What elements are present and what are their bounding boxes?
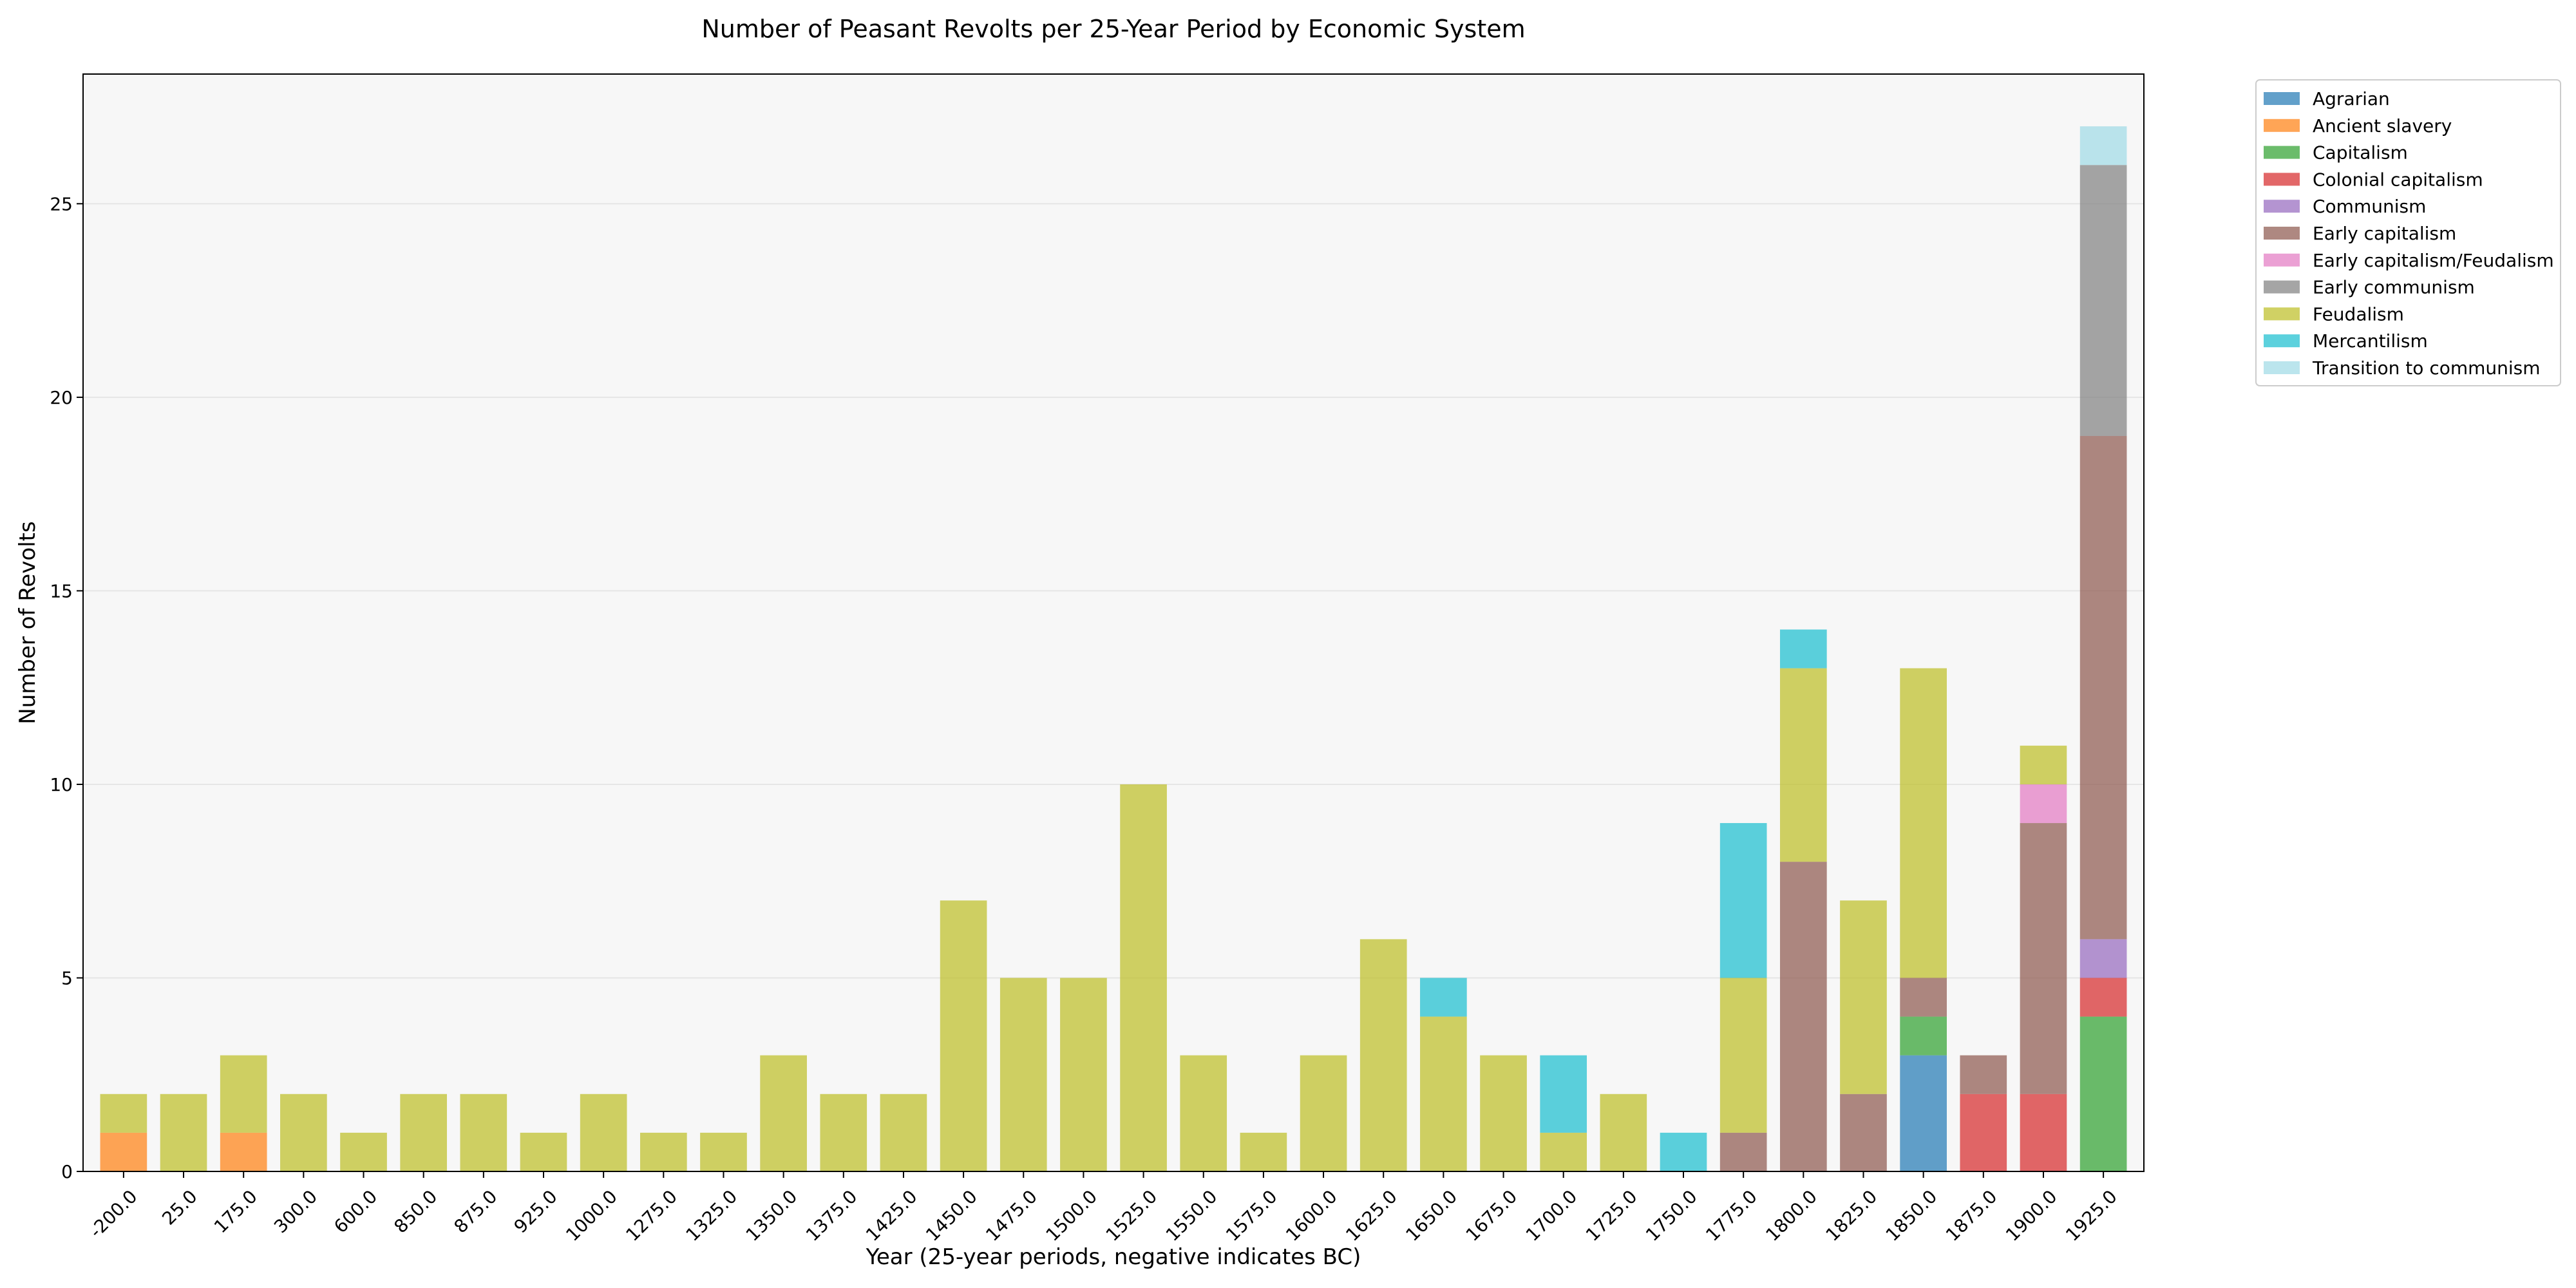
legend-swatch <box>2264 227 2300 240</box>
bar-segment <box>1779 629 1827 668</box>
legend-swatch <box>2264 200 2300 213</box>
legend-label: Early communism <box>2313 277 2475 298</box>
bar-segment <box>1719 978 1767 1133</box>
bar-segment <box>2079 939 2127 978</box>
bar-segment <box>1900 1016 1947 1056</box>
bar-segment <box>460 1094 507 1171</box>
legend: Agrarian Ancient slavery Capitalism Colonia… <box>2255 79 2561 386</box>
bar-segment <box>1900 1055 1947 1171</box>
bar-segment <box>1540 1132 1587 1171</box>
legend-label: Colonial capitalism <box>2313 169 2483 190</box>
bar-segment <box>220 1132 267 1171</box>
legend-label: Ancient slavery <box>2313 115 2452 137</box>
plot-frame <box>82 73 2145 1172</box>
legend-swatch <box>2264 307 2300 321</box>
bar-segment <box>1120 784 1167 1171</box>
y-tick-label: 25 <box>50 193 73 214</box>
bar-segment <box>1840 900 1887 1094</box>
bar-segment <box>700 1132 747 1171</box>
bar-segment <box>1900 978 1947 1017</box>
bar-segment <box>400 1094 448 1171</box>
legend-swatch <box>2264 253 2300 267</box>
bar-segment <box>1600 1094 1647 1171</box>
legend-swatch <box>2264 118 2300 132</box>
bar-segment <box>1420 1016 1467 1171</box>
bar-segment <box>2020 784 2067 824</box>
bar-segment <box>1719 823 1767 978</box>
bar-segment <box>2079 126 2127 166</box>
bar-segment <box>1359 939 1407 1171</box>
legend-label: Transition to communism <box>2312 357 2541 379</box>
bar-segment <box>1960 1055 2007 1094</box>
bar-segment <box>940 900 987 1171</box>
bar-segment <box>580 1094 627 1171</box>
bar-segment <box>2079 1016 2127 1171</box>
bar-segment <box>340 1132 387 1171</box>
legend-label: Feudalism <box>2313 303 2404 325</box>
y-tick-label: 0 <box>61 1161 73 1182</box>
bar-segment <box>999 978 1047 1171</box>
y-tick-label: 20 <box>50 387 73 408</box>
bar-segment <box>1779 668 1827 862</box>
bar-segment <box>220 1055 267 1133</box>
bar-segment <box>1779 862 1827 1171</box>
bar-segment <box>2079 435 2127 940</box>
bar-segment <box>100 1094 147 1133</box>
bar-segment <box>2020 1094 2067 1171</box>
y-axis-ticks: 0 5 10 15 20 25 <box>50 193 83 1182</box>
bar-segment <box>1540 1055 1587 1133</box>
legend-label: Agrarian <box>2313 88 2390 109</box>
bar-segment <box>280 1094 327 1171</box>
bar-segment <box>820 1094 867 1171</box>
y-tick-label: 10 <box>50 774 73 795</box>
chart-title: Number of Peasant Revolts per 25-Year Pe… <box>701 15 1525 43</box>
y-tick-label: 15 <box>50 580 73 601</box>
legend-label: Mercantilism <box>2313 330 2428 352</box>
bar-segment <box>1960 1094 2007 1171</box>
bar-segment <box>1420 978 1467 1017</box>
legend-label: Early capitalism/Feudalism <box>2313 250 2554 271</box>
bar-segment <box>1840 1094 1887 1171</box>
legend-swatch <box>2264 173 2300 186</box>
legend-swatch <box>2264 280 2300 294</box>
bars <box>100 126 2127 1171</box>
legend-swatch <box>2264 146 2300 159</box>
bar-segment <box>100 1132 147 1171</box>
bar-segment <box>1060 978 1107 1171</box>
y-tick-label: 5 <box>61 967 73 989</box>
bar-segment <box>2079 978 2127 1017</box>
legend-frame <box>2255 79 2561 386</box>
legend-label: Communism <box>2313 196 2426 217</box>
bar-segment <box>1480 1055 1527 1171</box>
bar-segment <box>639 1132 687 1171</box>
bar-segment <box>760 1055 807 1171</box>
legend-label: Early capitalism <box>2313 223 2456 244</box>
legend-swatch <box>2264 361 2300 374</box>
bar-segment <box>520 1132 567 1171</box>
bar-segment <box>160 1094 207 1171</box>
bar-segment <box>1300 1055 1347 1171</box>
bar-segment <box>1660 1132 1707 1171</box>
bar-segment <box>2020 745 2067 784</box>
bar-segment <box>1180 1055 1227 1171</box>
legend-swatch <box>2264 334 2300 348</box>
legend-label: Capitalism <box>2313 142 2408 164</box>
y-axis-label: Number of Revolts <box>15 521 41 724</box>
bar-segment <box>1900 668 1947 978</box>
legend-swatch <box>2264 92 2300 105</box>
plot-area <box>83 74 2144 1171</box>
bar-segment <box>880 1094 927 1171</box>
bar-segment <box>1240 1132 1287 1171</box>
x-axis-label: Year (25-year periods, negative indicate… <box>866 1244 1361 1270</box>
bar-segment <box>2020 823 2067 1094</box>
bar-segment <box>1719 1132 1767 1171</box>
bar-segment <box>2079 165 2127 436</box>
